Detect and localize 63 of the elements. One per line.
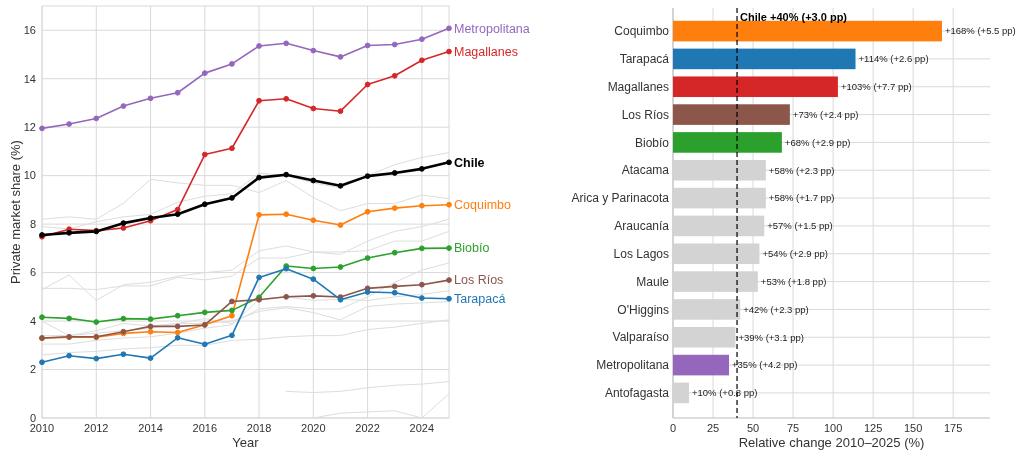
data-label: +57% (+1.5 pp) <box>767 220 833 232</box>
series-label: Magallanes <box>454 44 518 59</box>
y-tick-label: Metropolitana <box>596 358 670 373</box>
y-tick-label: Atacama <box>621 163 670 178</box>
x-tick-label: 2024 <box>409 422 435 434</box>
y-tick-label: Los Ríos <box>621 107 669 122</box>
y-tick-label: Magallanes <box>607 79 669 94</box>
y-tick-label: 14 <box>23 72 36 85</box>
x-tick-label: 175 <box>944 422 963 434</box>
y-tick-label: 8 <box>29 217 36 230</box>
data-label: +42% (+2.3 pp) <box>743 303 809 315</box>
y-tick-label: 6 <box>29 266 36 279</box>
y-tick-label: 12 <box>23 121 36 134</box>
x-axis-title: Relative change 2010–2025 (%) <box>738 435 925 450</box>
y-tick-label: O'Higgins <box>617 302 669 317</box>
y-tick-label: Tarapacá <box>619 52 670 67</box>
data-label: +35% (+4.2 pp) <box>732 359 798 371</box>
x-tick-label: 2022 <box>355 422 380 434</box>
y-tick-label: 10 <box>23 169 36 182</box>
data-label: +53% (+1.8 pp) <box>760 275 827 287</box>
series-label: Chile <box>454 155 485 170</box>
y-tick-label: Biobío <box>634 135 670 150</box>
data-label: +58% (+1.7 pp) <box>768 192 835 204</box>
y-tick-label: Araucanía <box>614 219 670 234</box>
data-label: +114% (+2.6 pp) <box>858 53 929 65</box>
x-tick-label: 25 <box>706 422 720 434</box>
x-tick-label: 100 <box>823 422 843 434</box>
data-label: +73% (+2.4 pp) <box>792 108 859 120</box>
y-tick-label: Arica y Parinacota <box>571 191 670 206</box>
data-label: +68% (+2.9 pp) <box>784 136 851 148</box>
y-tick-label: 0 <box>29 411 36 424</box>
y-tick-label: Maule <box>636 274 670 289</box>
x-tick-label: 2012 <box>84 422 109 434</box>
x-tick-label: 2014 <box>138 422 163 434</box>
x-tick-label: 150 <box>903 422 923 434</box>
series-label: Metropolitana <box>454 21 530 36</box>
x-tick-label: 125 <box>863 422 883 434</box>
data-label: +58% (+2.3 pp) <box>768 164 835 176</box>
series-label: Biobío <box>454 241 490 256</box>
y-tick-label: 2 <box>29 363 36 376</box>
y-tick-label: Antofagasta <box>604 386 670 401</box>
series-label: Tarapacá <box>454 292 506 307</box>
x-tick-label: 2016 <box>192 422 218 434</box>
y-axis-title: Private market share (%) <box>8 140 23 284</box>
x-tick-label: 2010 <box>29 422 55 434</box>
data-label: +39% (+3.1 pp) <box>738 331 804 343</box>
series-label: Los Ríos <box>454 273 504 288</box>
data-label: +10% (+0.8 pp) <box>692 387 758 399</box>
y-tick-label: Los Lagos <box>613 246 669 261</box>
data-label: +54% (+2.9 pp) <box>762 248 828 260</box>
y-tick-label: 4 <box>29 314 36 327</box>
x-tick-label: 2020 <box>301 422 326 434</box>
x-tick-label: 2018 <box>246 422 272 434</box>
y-tick-label: 16 <box>23 24 36 37</box>
x-tick-label: 50 <box>746 422 760 434</box>
y-tick-label: Valparaíso <box>612 330 670 345</box>
x-axis-title: Year <box>232 435 260 450</box>
x-tick-label: 75 <box>786 422 800 434</box>
y-tick-label: Coquimbo <box>614 24 670 39</box>
data-label: +168% (+5.5 pp) <box>944 25 1016 37</box>
series-label: Coquimbo <box>454 198 512 213</box>
ref-line-label: Chile +40% (+3.0 pp) <box>740 11 848 23</box>
data-label: +103% (+7.7 pp) <box>840 81 912 93</box>
